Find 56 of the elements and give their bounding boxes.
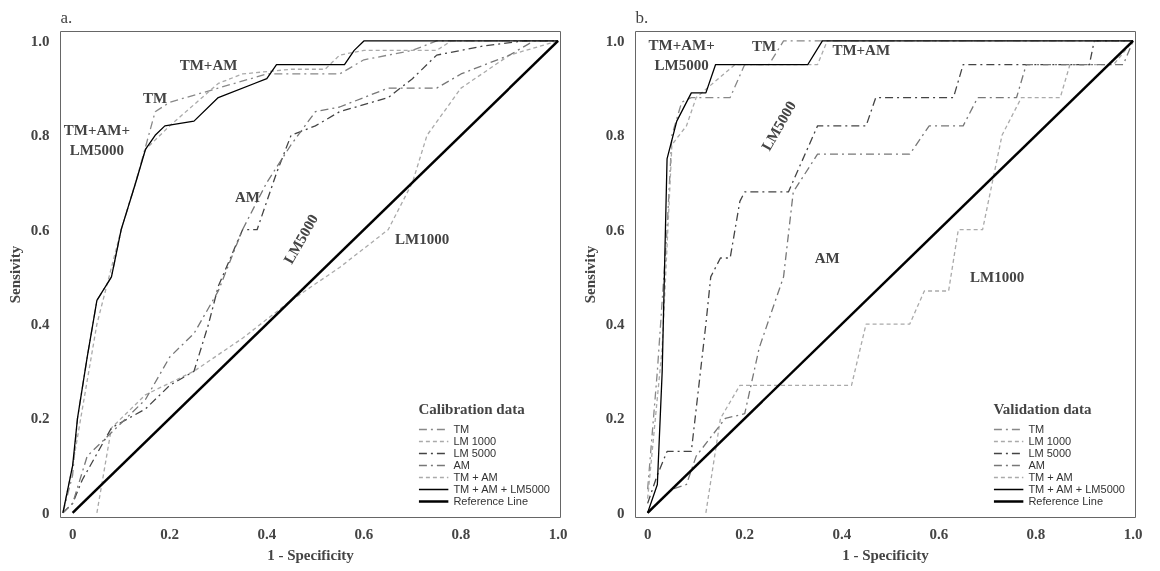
y-axis-title: Sensivity [581,245,598,304]
x-tick-label: 1.0 [1123,525,1143,542]
y-tick-label: 0 [617,504,625,521]
x-tick-label: 0 [643,525,652,542]
x-tick-label: 0.8 [1026,525,1046,542]
chart-title: b. [635,7,649,27]
annotation: TM+AM+ LM5000 [648,37,715,73]
chart-title: a. [60,7,73,27]
x-tick-label: 0.4 [257,525,277,542]
annotation: TM+AM [179,56,238,73]
annotation: AM [814,249,840,266]
legend-title: Calibration data [418,401,526,418]
y-tick-label: 1.0 [605,32,625,49]
x-tick-label: 0.2 [160,525,180,542]
legend-label: TM + AM + LM5000 [453,483,550,495]
legend-label: TM [1028,423,1046,435]
y-tick-label: 0.6 [605,221,625,238]
x-tick-label: 0.2 [735,525,755,542]
y-axis-title: Sensivity [6,245,23,304]
x-tick-label: 0.8 [451,525,471,542]
annotation: AM [234,188,260,205]
legend-label: LM 5000 [1028,447,1072,459]
y-tick-label: 0.8 [605,127,625,144]
annotation: TM+AM+ LM5000 [63,122,131,158]
x-tick-label: 0 [68,525,77,542]
y-tick-label: 1.0 [30,32,50,49]
legend-label: LM 1000 [1028,435,1072,447]
y-tick-label: 0.2 [30,410,50,427]
x-tick-label: 0.6 [354,525,374,542]
x-tick-label: 1.0 [548,525,568,542]
y-tick-label: 0 [42,504,50,521]
annotation: LM1000 [970,268,1025,285]
y-tick-label: 0.2 [605,410,625,427]
y-tick-label: 0.4 [30,316,50,333]
annotation: LM1000 [395,231,450,248]
legend-label: TM [453,423,471,435]
legend-label: LM 5000 [453,447,497,459]
legend-label: Reference Line [453,495,528,507]
legend-label: AM [1028,459,1046,471]
y-tick-label: 0.4 [605,316,625,333]
legend-title: Validation data [993,401,1093,418]
legend-label: TM + AM + LM5000 [1028,483,1125,495]
legend-label: LM 1000 [453,435,497,447]
legend-label: Reference Line [1028,495,1103,507]
annotation: TM [752,37,777,54]
y-tick-label: 0.6 [30,221,50,238]
y-tick-label: 0.8 [30,127,50,144]
x-tick-label: 0.6 [929,525,949,542]
x-tick-label: 0.4 [832,525,852,542]
annotation: TM+AM [832,42,891,59]
legend-label: TM + AM [1028,471,1073,483]
x-axis-title: 1 - Specificity [267,546,355,563]
annotation: TM [143,89,168,106]
legend-label: TM + AM [453,471,498,483]
x-axis-title: 1 - Specificity [842,546,930,563]
legend-label: AM [453,459,471,471]
